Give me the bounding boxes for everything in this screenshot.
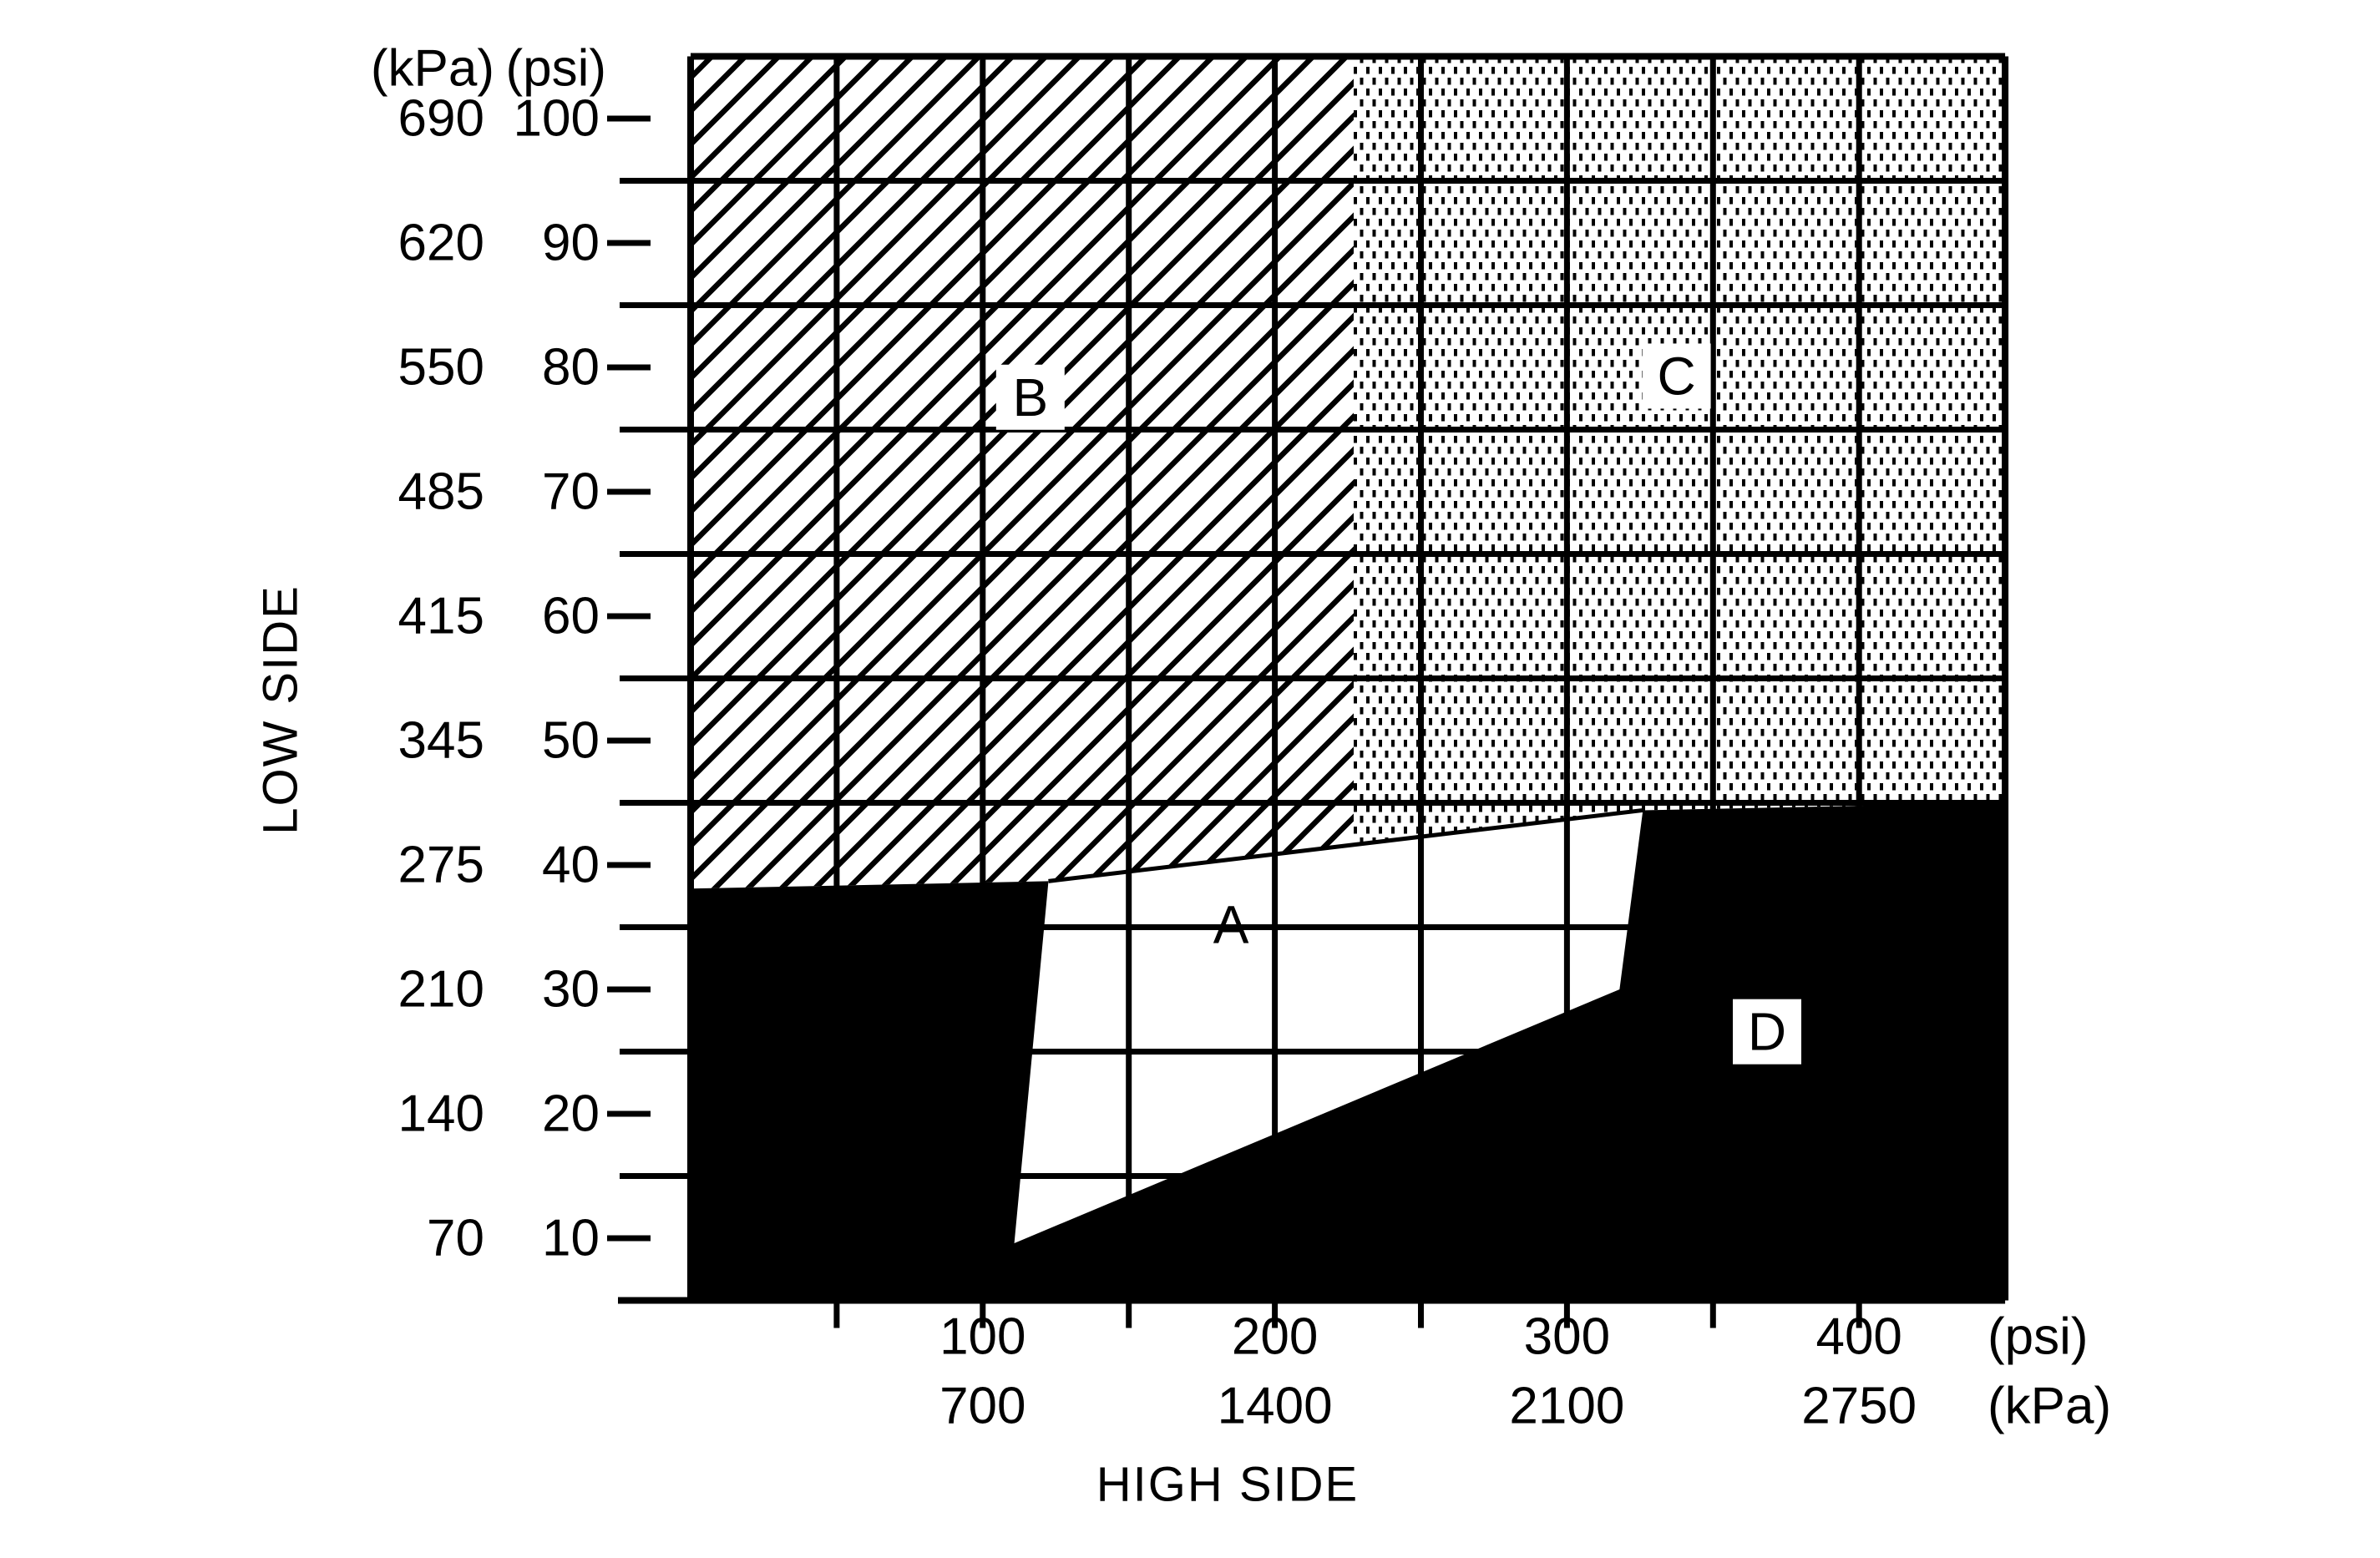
region-label-c: C xyxy=(1657,346,1695,406)
y-label-kpa: 345 xyxy=(398,712,484,770)
x-label-kpa: 1400 xyxy=(1218,1378,1333,1435)
region-d-black xyxy=(691,802,2006,1301)
y-label-kpa: 485 xyxy=(398,463,484,521)
region-label-d: D xyxy=(1748,1002,1786,1062)
x-label-psi: 400 xyxy=(1815,1308,1901,1366)
region-label-a: A xyxy=(1213,895,1249,955)
x-label-kpa: 700 xyxy=(939,1378,1025,1435)
y-label-psi: 40 xyxy=(542,837,600,894)
y-label-psi: 70 xyxy=(542,463,600,521)
x-axis-psi-unit: (psi) xyxy=(1988,1308,2089,1366)
region-labels: B C A D xyxy=(995,343,1802,1065)
y-label-psi: 60 xyxy=(542,588,600,645)
y-label-kpa: 275 xyxy=(398,837,484,894)
x-axis-kpa-unit: (kPa) xyxy=(1988,1378,2111,1435)
region-label-box-b xyxy=(995,364,1065,430)
x-label-kpa: 2100 xyxy=(1509,1378,1624,1435)
y-axis-psi-header: (psi) xyxy=(505,40,606,98)
y-label-psi: 50 xyxy=(542,712,600,770)
region-label-box-c xyxy=(1642,343,1711,409)
boundary-line xyxy=(1048,807,1643,883)
y-label-psi: 30 xyxy=(542,961,600,1019)
y-axis-title: LOW SIDE xyxy=(254,584,308,835)
region-label-b: B xyxy=(1012,367,1048,427)
y-label-kpa: 620 xyxy=(398,215,484,272)
y-label-kpa: 690 xyxy=(398,90,484,148)
y-label-psi: 10 xyxy=(542,1210,600,1267)
y-label-psi: 100 xyxy=(514,90,600,148)
y-label-kpa: 140 xyxy=(398,1085,484,1143)
region-d-polygon xyxy=(691,802,2006,1301)
y-label-kpa: 210 xyxy=(398,961,484,1019)
y-label-kpa: 550 xyxy=(398,339,484,397)
y-label-kpa: 415 xyxy=(398,588,484,645)
x-label-psi: 100 xyxy=(939,1308,1025,1366)
region-c-stippled xyxy=(1354,56,2006,845)
x-label-kpa: 2750 xyxy=(1801,1378,1917,1435)
plot-frame xyxy=(618,53,2009,1304)
y-axis-kpa-header: (kPa) xyxy=(371,40,494,98)
y-label-psi: 80 xyxy=(542,339,600,397)
y-label-psi: 90 xyxy=(542,215,600,272)
y-label-kpa: 70 xyxy=(427,1210,484,1267)
y-label-psi: 20 xyxy=(542,1085,600,1143)
region-label-box-d xyxy=(1733,999,1802,1065)
axis-ticks xyxy=(607,115,1862,1328)
tick-labels: 690 100 620 90 550 80 485 70 415 60 345 50 275 40 210 3… xyxy=(398,90,1917,1435)
region-a-top-boundary xyxy=(1048,807,1643,883)
x-label-psi: 300 xyxy=(1524,1308,1610,1366)
x-label-psi: 200 xyxy=(1232,1308,1318,1366)
x-axis-title: HIGH SIDE xyxy=(1096,1458,1360,1512)
